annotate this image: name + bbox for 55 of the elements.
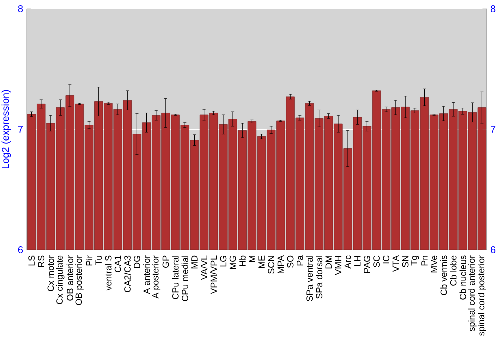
x-tick-label: LG — [220, 256, 227, 267]
x-tick-label: DG — [134, 256, 140, 268]
x-tick-label: SCN — [268, 256, 275, 274]
x-tick-label: CA2/CA3 — [124, 256, 131, 292]
x-tick-label: Pir — [86, 256, 93, 266]
y2-tick-label: 7 — [491, 126, 496, 133]
x-tick-label: SO — [287, 256, 294, 268]
x-tick-label: Cb vermis — [440, 256, 448, 296]
x-tick-label: VA/VL — [201, 256, 208, 280]
y-tick-label: 6 — [18, 246, 24, 254]
x-tick-label: CPu medial — [182, 256, 188, 302]
x-tick-label: MD — [192, 256, 198, 269]
x-tick-label: Tu — [96, 256, 102, 266]
x-tick-label: Cx cingulate — [56, 256, 65, 304]
x-tick-label: MG — [230, 256, 236, 270]
x-tick-label: LH — [354, 256, 361, 266]
x-tick-label: PAG — [364, 256, 370, 273]
x-tick-label: CPu lateral — [172, 256, 179, 300]
x-tick-label: Cb lobe — [450, 256, 457, 286]
x-tick-label: M — [249, 256, 256, 262]
x-tick-label: VPM/VPL — [210, 256, 218, 294]
x-tick-label: Arc — [344, 256, 352, 269]
x-tick-label: Pa — [297, 255, 304, 266]
x-tick-label: OB anterior — [66, 256, 74, 301]
x-tick-label: OB posterior — [76, 256, 84, 306]
x-tick-label: SN — [402, 256, 409, 268]
x-tick-label: VTA — [392, 255, 400, 272]
x-tick-label: SPa dorsal — [316, 256, 323, 299]
x-tick-label: Hb — [239, 256, 246, 266]
x-tick-label: MPA — [278, 255, 284, 274]
x-tick-label: spinal cord anterior — [468, 256, 477, 332]
x-tick-label: IC — [383, 256, 390, 264]
x-tick-label: ME — [258, 256, 265, 268]
x-tick-label: DM — [326, 256, 332, 269]
x-tick-label: A anterior — [144, 256, 150, 294]
x-tick-label: Pn — [422, 256, 428, 266]
x-tick-label: Cb nucleus — [460, 256, 466, 300]
x-tick-label: RS — [38, 256, 45, 268]
x-tick-label: ventral S — [105, 256, 112, 291]
x-tick-label: MVe — [431, 256, 438, 273]
x-tick-label: A posterior — [152, 256, 161, 299]
x-tick-label: GP — [162, 256, 170, 268]
x-tick-label: Tg — [411, 256, 420, 266]
y2-tick-label: 8 — [490, 5, 496, 13]
x-tick-label: SC — [374, 256, 380, 268]
x-tick-label: SPa ventral — [306, 256, 314, 302]
y-axis-title: Log2 (expression) — [2, 90, 12, 169]
x-tick-label: CA1 — [114, 256, 122, 272]
y2-tick-label: 6 — [491, 246, 496, 254]
y-tick-label: 8 — [18, 5, 24, 13]
x-tick-label: VMH — [335, 256, 342, 276]
x-tick-label: spinal cord posterior — [478, 256, 486, 336]
y-tick-label: 7 — [18, 126, 23, 133]
x-tick-label: Cx motor — [48, 256, 54, 292]
x-tick-label: LS — [28, 256, 35, 266]
